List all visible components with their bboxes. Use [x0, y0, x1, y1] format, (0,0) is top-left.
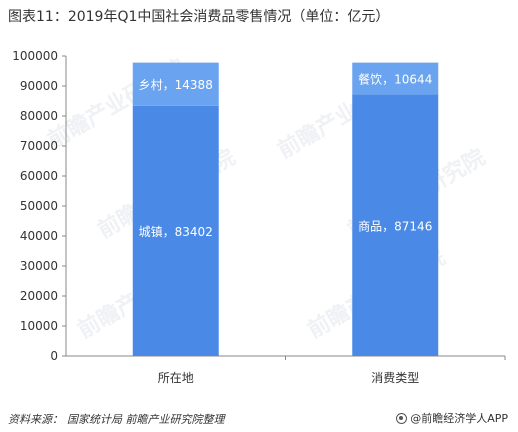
bar-2-segment-2-label: 餐饮，10644 [358, 72, 432, 87]
y-tick-label-3: 30000 [20, 259, 58, 273]
y-tick-label-10: 100000 [12, 49, 58, 63]
bar-1-segment-1-label: 城镇，83402 [139, 225, 213, 239]
y-tick-label-9: 90000 [20, 79, 58, 93]
brand-logo-icon [396, 412, 408, 424]
x-category-label-2: 消费类型 [371, 371, 419, 385]
source-label: 资料来源： [8, 413, 63, 426]
chart-title: 图表11：2019年Q1中国社会消费品零售情况（单位：亿元） [8, 9, 390, 25]
y-tick-label-8: 80000 [20, 109, 58, 123]
bar-2-segment-2 [352, 62, 439, 95]
source-note: 资料来源： 国家统计局 前瞻产业研究院整理 [8, 411, 225, 427]
brand-credit: @前瞻经济学人APP [396, 410, 508, 426]
brand-text: @前瞻经济学人APP [410, 412, 508, 425]
bar-2-segment-1 [352, 94, 439, 356]
bar-2-segment-1-label: 商品，87146 [358, 218, 432, 233]
y-tick-label-7: 70000 [20, 139, 58, 153]
x-category-label-1: 所在地 [158, 371, 194, 385]
bar-1-segment-1 [132, 105, 219, 356]
y-tick-label-6: 60000 [20, 169, 58, 183]
bar-1-segment-2 [132, 62, 219, 106]
y-tick-label-4: 40000 [20, 229, 58, 243]
y-tick-label-1: 10000 [20, 319, 58, 333]
y-tick-label-0: 0 [50, 349, 58, 363]
bar-1-segment-2-label: 乡村，14388 [139, 78, 213, 92]
source-text: 国家统计局 前瞻产业研究院整理 [67, 413, 225, 426]
y-tick-label-2: 20000 [20, 289, 58, 303]
y-tick-label-5: 50000 [20, 199, 58, 213]
